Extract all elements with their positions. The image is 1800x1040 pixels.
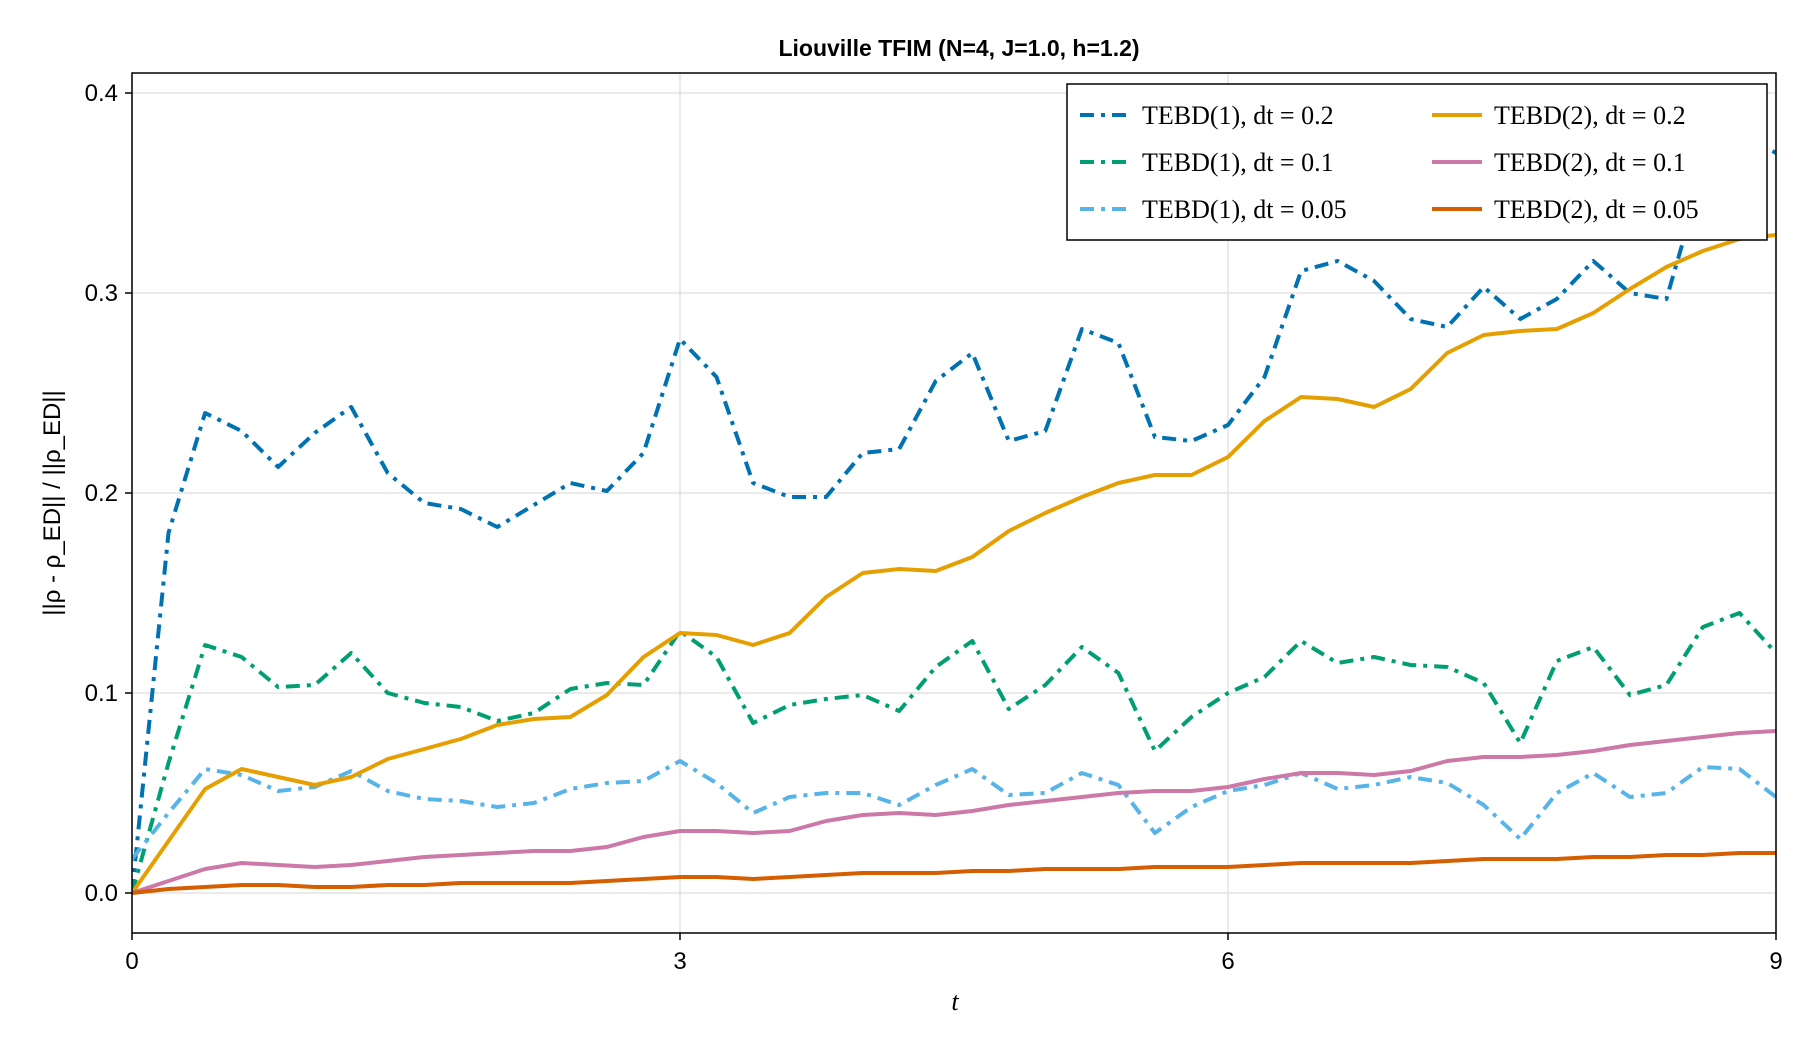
x-axis-ticks: 0 3 6 9 bbox=[125, 933, 1783, 975]
y-tick-label: 0.4 bbox=[85, 80, 118, 107]
legend-label-3: TEBD(1), dt = 0.05 bbox=[1142, 195, 1347, 224]
y-tick-label: 0.2 bbox=[85, 480, 118, 507]
legend-label-2: TEBD(1), dt = 0.1 bbox=[1142, 148, 1334, 177]
legend-label-6: TEBD(2), dt = 0.05 bbox=[1494, 195, 1699, 224]
legend-box bbox=[1066, 83, 1768, 241]
series-line-3 bbox=[132, 759, 1776, 861]
series-line-6 bbox=[132, 851, 1776, 895]
x-tick-label: 6 bbox=[1221, 948, 1234, 975]
series-line-4 bbox=[132, 233, 1776, 895]
chart-title: Liouville TFIM (N=4, J=1.0, h=1.2) bbox=[778, 35, 1139, 61]
y-axis-label: ||ρ - ρ_ED|| / ||ρ_ED|| bbox=[39, 390, 66, 616]
y-tick-label: 0.1 bbox=[85, 680, 118, 707]
x-axis-label: t bbox=[951, 987, 959, 1016]
series-line-5 bbox=[132, 729, 1776, 895]
y-tick-label: 0.3 bbox=[85, 280, 118, 307]
x-tick-label: 3 bbox=[673, 948, 686, 975]
series-line-2 bbox=[132, 611, 1776, 894]
legend-label-4: TEBD(2), dt = 0.2 bbox=[1494, 101, 1686, 130]
plot-series bbox=[132, 131, 1776, 895]
y-axis-ticks: 0.0 0.1 0.2 0.3 0.4 bbox=[85, 80, 132, 907]
plot-frame bbox=[131, 72, 1777, 934]
legend: TEBD(1), dt = 0.2 TEBD(1), dt = 0.1 TEBD(1… bbox=[1066, 83, 1768, 241]
legend-label-1: TEBD(1), dt = 0.2 bbox=[1142, 101, 1334, 130]
x-tick-label: 0 bbox=[125, 948, 138, 975]
y-tick-label: 0.0 bbox=[85, 880, 118, 907]
legend-label-5: TEBD(2), dt = 0.1 bbox=[1494, 148, 1686, 177]
series-line-1 bbox=[132, 131, 1776, 894]
x-tick-label: 9 bbox=[1769, 948, 1782, 975]
